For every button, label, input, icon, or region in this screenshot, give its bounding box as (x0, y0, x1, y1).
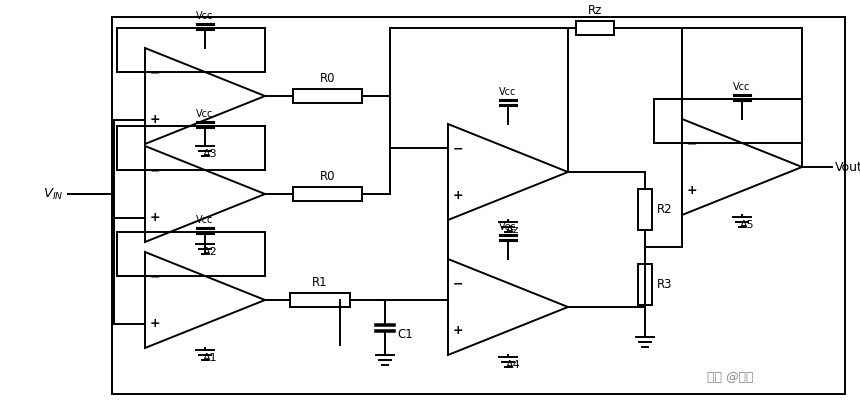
Text: Vout: Vout (835, 161, 860, 173)
Text: A4: A4 (506, 360, 520, 370)
Text: $V_{IN}$: $V_{IN}$ (42, 187, 63, 201)
Bar (575, 21, 614, 35)
Text: R2: R2 (657, 203, 673, 216)
Text: +: + (452, 323, 464, 337)
Text: A5: A5 (740, 220, 754, 230)
Text: Vcc: Vcc (196, 10, 213, 21)
Text: +: + (452, 189, 464, 201)
Text: R1: R1 (312, 276, 328, 289)
Text: 知乎 @柏客: 知乎 @柏客 (707, 371, 753, 384)
Text: Vcc: Vcc (734, 82, 751, 91)
Text: Vcc: Vcc (196, 215, 213, 225)
Text: +: + (686, 183, 697, 197)
Text: −: − (150, 66, 160, 80)
Text: −: − (687, 138, 697, 150)
Bar (112, 17, 845, 394)
Text: +: + (150, 316, 160, 330)
Text: Rz: Rz (588, 4, 602, 17)
Text: A1: A1 (203, 353, 218, 363)
Text: −: − (150, 270, 160, 283)
Text: R0: R0 (320, 170, 335, 183)
Text: Vcc: Vcc (500, 87, 517, 96)
Bar (290, 293, 350, 307)
Bar (293, 187, 362, 201)
Bar (638, 189, 652, 230)
Text: −: − (452, 277, 464, 290)
Bar (293, 89, 362, 103)
Text: A2: A2 (203, 247, 218, 257)
Text: C1: C1 (397, 328, 413, 342)
Text: Vcc: Vcc (500, 222, 517, 232)
Text: −: − (452, 143, 464, 155)
Text: R0: R0 (320, 72, 335, 85)
Text: R3: R3 (657, 278, 673, 291)
Text: Az: Az (507, 225, 519, 235)
Text: −: − (150, 164, 160, 178)
Text: +: + (150, 211, 160, 224)
Bar (638, 264, 652, 305)
Text: +: + (150, 112, 160, 126)
Text: A3: A3 (203, 149, 218, 159)
Text: Vcc: Vcc (196, 108, 213, 119)
